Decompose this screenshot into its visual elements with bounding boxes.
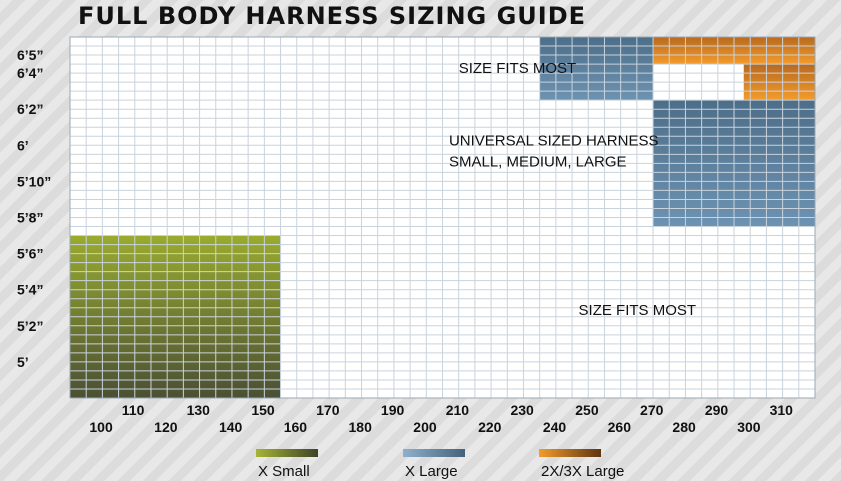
x-tick-label: 210 xyxy=(446,402,470,418)
legend: X Small X Large 2X/3X Large xyxy=(256,449,624,480)
annotation-text: SIZE FITS MOST xyxy=(459,60,577,77)
x-tick-label: 190 xyxy=(381,402,405,418)
y-tick-label: 6’4” xyxy=(17,65,43,81)
legend-swatch xyxy=(256,449,318,457)
region-x-large-0 xyxy=(539,37,654,101)
x-tick-label: 160 xyxy=(284,419,308,435)
x-tick-label: 220 xyxy=(478,419,502,435)
y-tick-label: 5’8” xyxy=(17,210,43,226)
legend-swatch xyxy=(539,449,601,457)
x-tick-label: 240 xyxy=(543,419,567,435)
x-tick-label: 300 xyxy=(737,419,761,435)
x-axis-ticks: 100 110 120 130 140 150 160 170 180 190 200 210 220 2… xyxy=(89,402,793,435)
x-tick-label: 140 xyxy=(219,419,243,435)
x-tick-label: 310 xyxy=(770,402,794,418)
x-tick-label: 100 xyxy=(89,419,113,435)
annotation-text: UNIVERSAL SIZED HARNESS xyxy=(449,132,659,149)
y-tick-label: 5’ xyxy=(17,354,29,370)
plot-frame xyxy=(69,36,816,399)
grid-lines xyxy=(69,36,816,399)
legend-label: 2X/3X Large xyxy=(541,463,624,480)
y-tick-label: 6’5” xyxy=(17,47,43,63)
x-tick-label: 200 xyxy=(413,419,437,435)
x-tick-label: 150 xyxy=(251,402,275,418)
legend-swatch xyxy=(403,449,465,457)
y-tick-label: 5’4” xyxy=(17,282,43,298)
x-tick-label: 260 xyxy=(608,419,632,435)
x-tick-label: 120 xyxy=(154,419,178,435)
y-tick-label: 6’2” xyxy=(17,101,43,117)
x-tick-label: 180 xyxy=(349,419,373,435)
chart-title: FULL BODY HARNESS SIZING GUIDE xyxy=(78,2,587,30)
x-tick-label: 290 xyxy=(705,402,729,418)
y-tick-label: 5’6” xyxy=(17,246,43,262)
x-tick-label: 250 xyxy=(575,402,599,418)
annotation-text: SMALL, MEDIUM, LARGE xyxy=(449,153,627,170)
x-tick-label: 230 xyxy=(510,402,534,418)
x-tick-label: 130 xyxy=(187,402,211,418)
y-tick-label: 6’ xyxy=(17,137,29,153)
x-tick-label: 280 xyxy=(672,419,696,435)
legend-label: X Large xyxy=(405,463,458,480)
y-axis-ticks: 5’ 5’2” 5’4” 5’6” 5’8” 5’10” 6’ 6’2” 6’4” 6’5” xyxy=(17,47,51,370)
x-tick-label: 110 xyxy=(122,402,145,418)
legend-label: X Small xyxy=(258,463,310,480)
x-tick-label: 170 xyxy=(316,402,340,418)
y-tick-label: 5’10” xyxy=(17,173,51,189)
annotation-text: SIZE FITS MOST xyxy=(579,302,697,319)
annotations: SIZE FITS MOST UNIVERSAL SIZED HARNESS SMA… xyxy=(449,60,696,319)
y-tick-label: 5’2” xyxy=(17,318,43,334)
x-tick-label: 270 xyxy=(640,402,664,418)
